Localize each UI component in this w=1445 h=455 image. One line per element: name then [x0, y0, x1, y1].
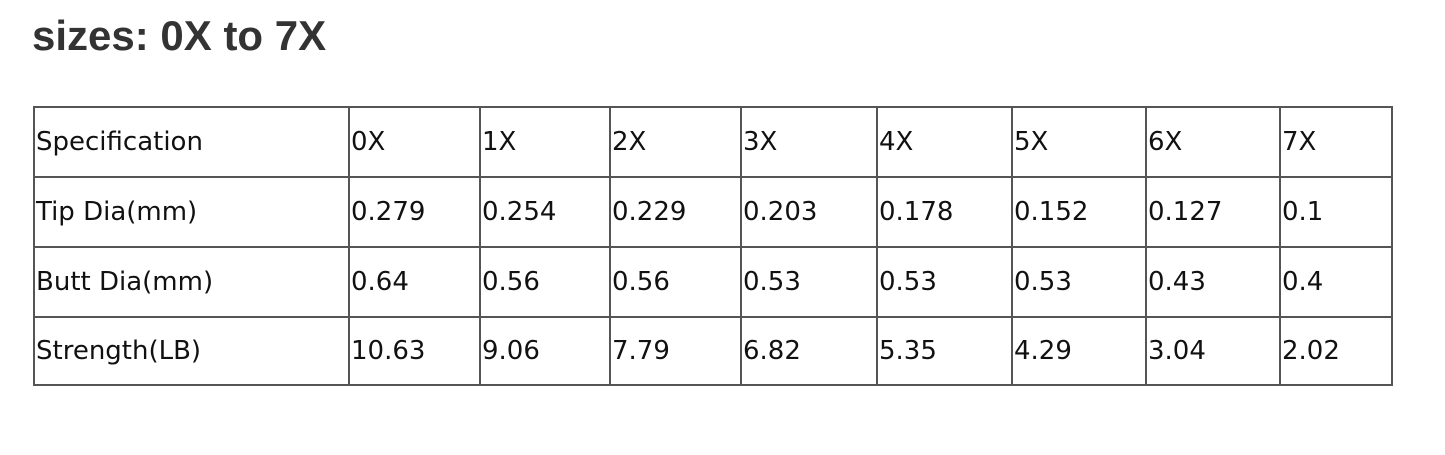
table-cell: 0.127 [1145, 176, 1281, 248]
header-row: Specification 0X 1X 2X 3X 4X 5X 6X 7X [33, 106, 1393, 178]
table-cell: 0.152 [1011, 176, 1147, 248]
page-title: sizes: 0X to 7X [32, 12, 327, 59]
table-cell: 10.63 [348, 316, 481, 386]
table-row: Tip Dia(mm) 0.279 0.254 0.229 0.203 0.178 0.15… [33, 176, 1393, 248]
table-cell: 0.53 [740, 246, 878, 318]
table-cell: 0.229 [609, 176, 742, 248]
table-cell: 7X [1279, 106, 1393, 178]
table-cell: 3.04 [1145, 316, 1281, 386]
table-cell: 5X [1011, 106, 1147, 178]
table-row: Strength(LB) 10.63 9.06 7.79 6.82 5.35 4.29 3.0… [33, 316, 1393, 386]
table-cell: 6.82 [740, 316, 878, 386]
table-cell: 4X [876, 106, 1013, 178]
table-cell: 4.29 [1011, 316, 1147, 386]
table-cell: 2.02 [1279, 316, 1393, 386]
table-cell: 0.56 [479, 246, 611, 318]
row-label-cell: Specification [33, 106, 350, 178]
table-cell: 0.53 [876, 246, 1013, 318]
table-cell: 9.06 [479, 316, 611, 386]
table-cell: 7.79 [609, 316, 742, 386]
row-label-cell: Tip Dia(mm) [33, 176, 350, 248]
row-label-cell: Butt Dia(mm) [33, 246, 350, 318]
table-cell: 0.279 [348, 176, 481, 248]
table-row: Butt Dia(mm) 0.64 0.56 0.56 0.53 0.53 0.53 0.43… [33, 246, 1393, 318]
table-cell: 0.64 [348, 246, 481, 318]
row-label-cell: Strength(LB) [33, 316, 350, 386]
size-spec-table: Specification 0X 1X 2X 3X 4X 5X 6X 7X Tip Dia(mm)… [33, 106, 1393, 386]
table-cell: 0X [348, 106, 481, 178]
table-cell: 5.35 [876, 316, 1013, 386]
table-cell: 1X [479, 106, 611, 178]
table-cell: 0.43 [1145, 246, 1281, 318]
table-cell: 0.203 [740, 176, 878, 248]
table-cell: 2X [609, 106, 742, 178]
table-cell: 0.56 [609, 246, 742, 318]
table-cell: 3X [740, 106, 878, 178]
table-cell: 6X [1145, 106, 1281, 178]
table-cell: 0.4 [1279, 246, 1393, 318]
table-cell: 0.53 [1011, 246, 1147, 318]
table-cell: 0.1 [1279, 176, 1393, 248]
table-cell: 0.254 [479, 176, 611, 248]
table-cell: 0.178 [876, 176, 1013, 248]
